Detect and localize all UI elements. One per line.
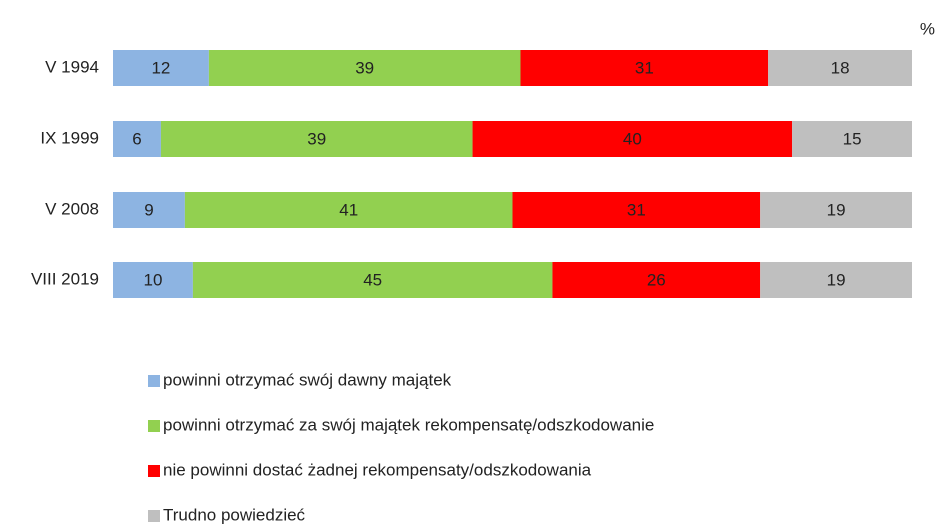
bar-segment bbox=[760, 192, 912, 228]
category-label: VIII 2019 bbox=[31, 269, 99, 288]
bar-segment bbox=[113, 262, 193, 298]
bar-segment bbox=[472, 121, 793, 157]
value-label: 31 bbox=[627, 200, 646, 219]
unit-label: % bbox=[920, 19, 935, 38]
legend-label: nie powinni dostać żadnej rekompensaty/o… bbox=[163, 460, 592, 479]
bar-segment bbox=[552, 262, 761, 298]
category-label: V 2008 bbox=[45, 199, 99, 218]
bar-segment bbox=[192, 262, 553, 298]
bar-segment bbox=[184, 192, 513, 228]
bar-segment bbox=[113, 192, 185, 228]
value-label: 9 bbox=[144, 200, 153, 219]
value-label: 39 bbox=[307, 129, 326, 148]
bar-segment bbox=[792, 121, 912, 157]
bar-segment bbox=[520, 50, 769, 86]
bar-segment bbox=[768, 50, 912, 86]
value-label: 45 bbox=[363, 270, 382, 289]
value-label: 39 bbox=[355, 58, 374, 77]
legend-swatch bbox=[148, 465, 160, 477]
value-label: 41 bbox=[339, 200, 358, 219]
category-label: IX 1999 bbox=[40, 128, 99, 147]
value-label: 10 bbox=[143, 270, 162, 289]
value-label: 40 bbox=[623, 129, 642, 148]
value-label: 26 bbox=[647, 270, 666, 289]
value-label: 31 bbox=[635, 58, 654, 77]
bar-segment bbox=[208, 50, 521, 86]
category-label: V 1994 bbox=[45, 57, 99, 76]
bar-segment bbox=[113, 50, 209, 86]
legend-label: powinni otrzymać swój dawny majątek bbox=[163, 370, 452, 389]
legend-swatch bbox=[148, 420, 160, 432]
bar-segment bbox=[512, 192, 761, 228]
value-label: 19 bbox=[827, 200, 846, 219]
bar-segment bbox=[760, 262, 912, 298]
legend-label: Trudno powiedzieć bbox=[163, 505, 306, 524]
value-label: 12 bbox=[151, 58, 170, 77]
value-label: 6 bbox=[132, 129, 141, 148]
bar-segment bbox=[160, 121, 473, 157]
value-label: 15 bbox=[843, 129, 862, 148]
value-label: 18 bbox=[831, 58, 850, 77]
legend-swatch bbox=[148, 375, 160, 387]
bar-segment bbox=[113, 121, 161, 157]
legend-label: powinni otrzymać za swój majątek rekompe… bbox=[163, 415, 654, 434]
value-label: 19 bbox=[827, 270, 846, 289]
legend-swatch bbox=[148, 510, 160, 522]
